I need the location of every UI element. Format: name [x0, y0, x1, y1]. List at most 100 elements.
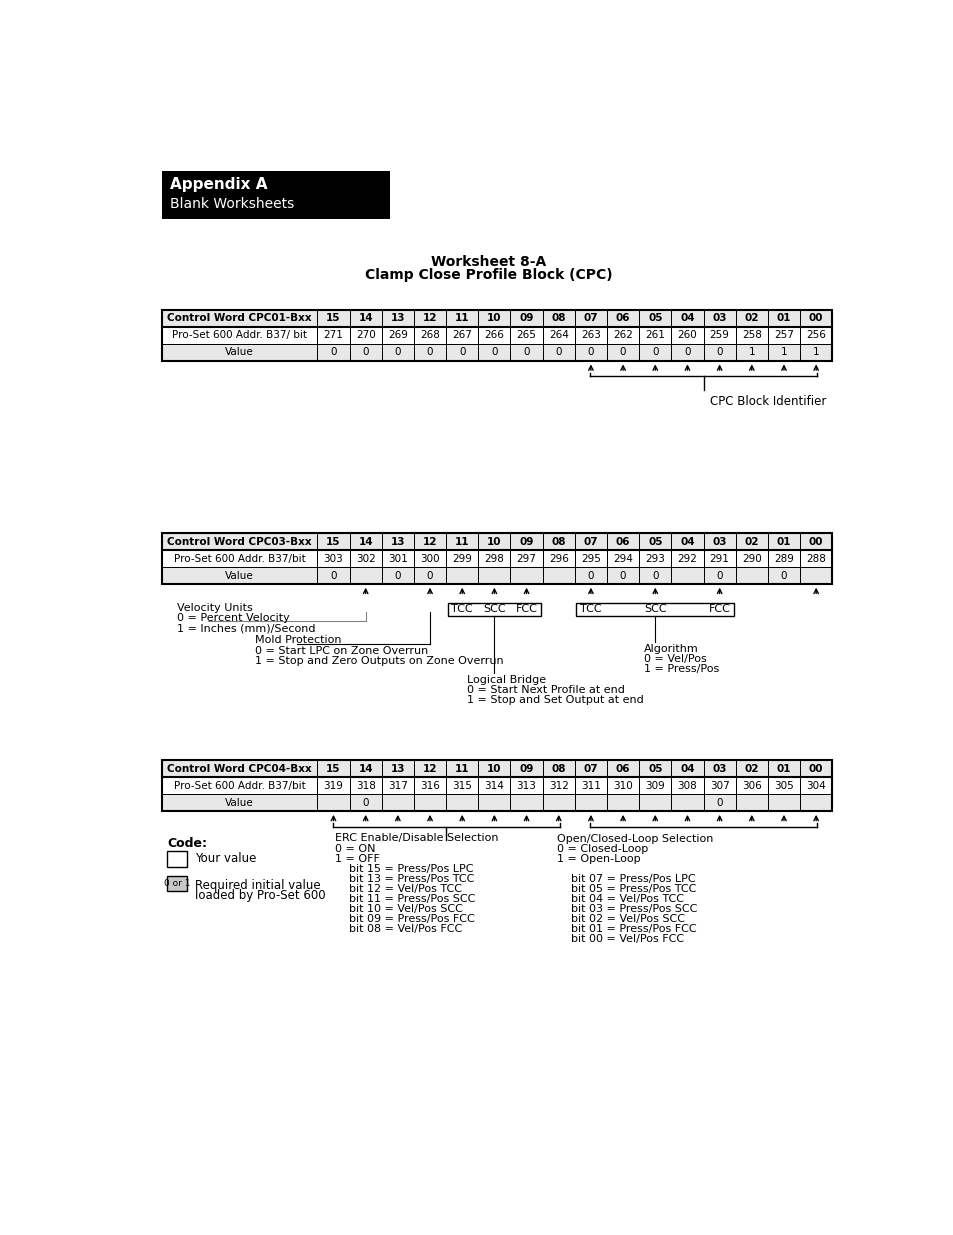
- Text: 1: 1: [812, 347, 819, 357]
- Text: SCC: SCC: [482, 604, 505, 615]
- Bar: [477, 343, 510, 361]
- Text: 06: 06: [616, 537, 630, 547]
- Text: 0: 0: [491, 347, 497, 357]
- Bar: [735, 327, 767, 343]
- Bar: [639, 310, 671, 327]
- Text: TCC: TCC: [451, 604, 473, 615]
- Bar: [446, 794, 477, 811]
- Text: 258: 258: [741, 330, 760, 341]
- Text: bit 15 = Press/Pos LPC: bit 15 = Press/Pos LPC: [335, 863, 473, 873]
- Text: bit 13 = Press/Pos TCC: bit 13 = Press/Pos TCC: [335, 873, 474, 883]
- Bar: [767, 550, 800, 567]
- Text: 1 = Open-Loop: 1 = Open-Loop: [557, 853, 640, 863]
- Text: 0 or 1: 0 or 1: [164, 879, 191, 888]
- Text: 0: 0: [619, 571, 626, 580]
- Bar: [510, 550, 542, 567]
- Text: 10: 10: [487, 763, 501, 774]
- Text: 0: 0: [716, 571, 722, 580]
- Bar: [735, 550, 767, 567]
- Text: 13: 13: [390, 763, 405, 774]
- Text: Control Word CPC01-Bxx: Control Word CPC01-Bxx: [167, 314, 312, 324]
- Bar: [477, 327, 510, 343]
- Bar: [542, 567, 575, 584]
- Bar: [477, 310, 510, 327]
- Bar: [671, 343, 702, 361]
- Text: 0: 0: [716, 347, 722, 357]
- Bar: [446, 567, 477, 584]
- Bar: [381, 327, 414, 343]
- Text: 05: 05: [647, 314, 661, 324]
- Bar: [575, 310, 606, 327]
- Text: 08: 08: [551, 763, 565, 774]
- Bar: [639, 761, 671, 777]
- Bar: [606, 777, 639, 794]
- Text: 05: 05: [647, 537, 661, 547]
- Text: 271: 271: [323, 330, 343, 341]
- Text: 302: 302: [355, 553, 375, 563]
- Text: bit 04 = Vel/Pos TCC: bit 04 = Vel/Pos TCC: [557, 894, 683, 904]
- Text: 14: 14: [358, 763, 373, 774]
- Text: 318: 318: [355, 781, 375, 790]
- Bar: [639, 550, 671, 567]
- Bar: [414, 310, 446, 327]
- Text: 10: 10: [487, 537, 501, 547]
- Text: 308: 308: [677, 781, 697, 790]
- Text: 13: 13: [390, 314, 405, 324]
- Bar: [381, 310, 414, 327]
- Bar: [606, 327, 639, 343]
- Bar: [317, 534, 349, 550]
- Bar: [381, 550, 414, 567]
- Text: Required initial value: Required initial value: [195, 879, 320, 892]
- Bar: [606, 794, 639, 811]
- Bar: [800, 794, 831, 811]
- Text: 0: 0: [330, 347, 336, 357]
- Text: 0: 0: [555, 347, 561, 357]
- Bar: [477, 777, 510, 794]
- Text: Algorithm: Algorithm: [643, 645, 698, 655]
- Text: bit 10 = Vel/Pos SCC: bit 10 = Vel/Pos SCC: [335, 904, 462, 914]
- Text: 15: 15: [326, 314, 340, 324]
- Bar: [381, 777, 414, 794]
- Text: 305: 305: [773, 781, 793, 790]
- Bar: [702, 310, 735, 327]
- Text: 261: 261: [644, 330, 664, 341]
- Bar: [575, 777, 606, 794]
- Bar: [477, 567, 510, 584]
- Text: Control Word CPC03-Bxx: Control Word CPC03-Bxx: [167, 537, 312, 547]
- Bar: [671, 567, 702, 584]
- Bar: [381, 567, 414, 584]
- Bar: [575, 550, 606, 567]
- Text: 0: 0: [395, 347, 400, 357]
- Text: Open/Closed-Loop Selection: Open/Closed-Loop Selection: [557, 834, 713, 844]
- Bar: [510, 567, 542, 584]
- Text: 04: 04: [679, 763, 694, 774]
- Text: bit 05 = Press/Pos TCC: bit 05 = Press/Pos TCC: [557, 883, 696, 894]
- Bar: [381, 761, 414, 777]
- Text: 01: 01: [776, 763, 790, 774]
- Bar: [477, 550, 510, 567]
- Text: 300: 300: [419, 553, 439, 563]
- Bar: [575, 343, 606, 361]
- Text: 11: 11: [455, 537, 469, 547]
- Text: 265: 265: [517, 330, 536, 341]
- Bar: [671, 794, 702, 811]
- Bar: [414, 567, 446, 584]
- Text: bit 01 = Press/Pos FCC: bit 01 = Press/Pos FCC: [557, 924, 696, 934]
- Text: 0: 0: [587, 347, 594, 357]
- Text: Value: Value: [225, 571, 253, 580]
- Bar: [510, 343, 542, 361]
- Bar: [606, 343, 639, 361]
- Bar: [767, 343, 800, 361]
- Text: 0: 0: [716, 798, 722, 808]
- Text: 06: 06: [616, 314, 630, 324]
- Bar: [162, 310, 831, 361]
- Text: 1 = Stop and Zero Outputs on Zone Overrun: 1 = Stop and Zero Outputs on Zone Overru…: [254, 656, 503, 666]
- Text: 291: 291: [709, 553, 729, 563]
- Text: 306: 306: [741, 781, 760, 790]
- Text: 311: 311: [580, 781, 600, 790]
- Text: Control Word CPC04-Bxx: Control Word CPC04-Bxx: [167, 763, 312, 774]
- Bar: [381, 343, 414, 361]
- Text: 316: 316: [419, 781, 439, 790]
- Text: 0: 0: [362, 347, 369, 357]
- Text: 289: 289: [773, 553, 793, 563]
